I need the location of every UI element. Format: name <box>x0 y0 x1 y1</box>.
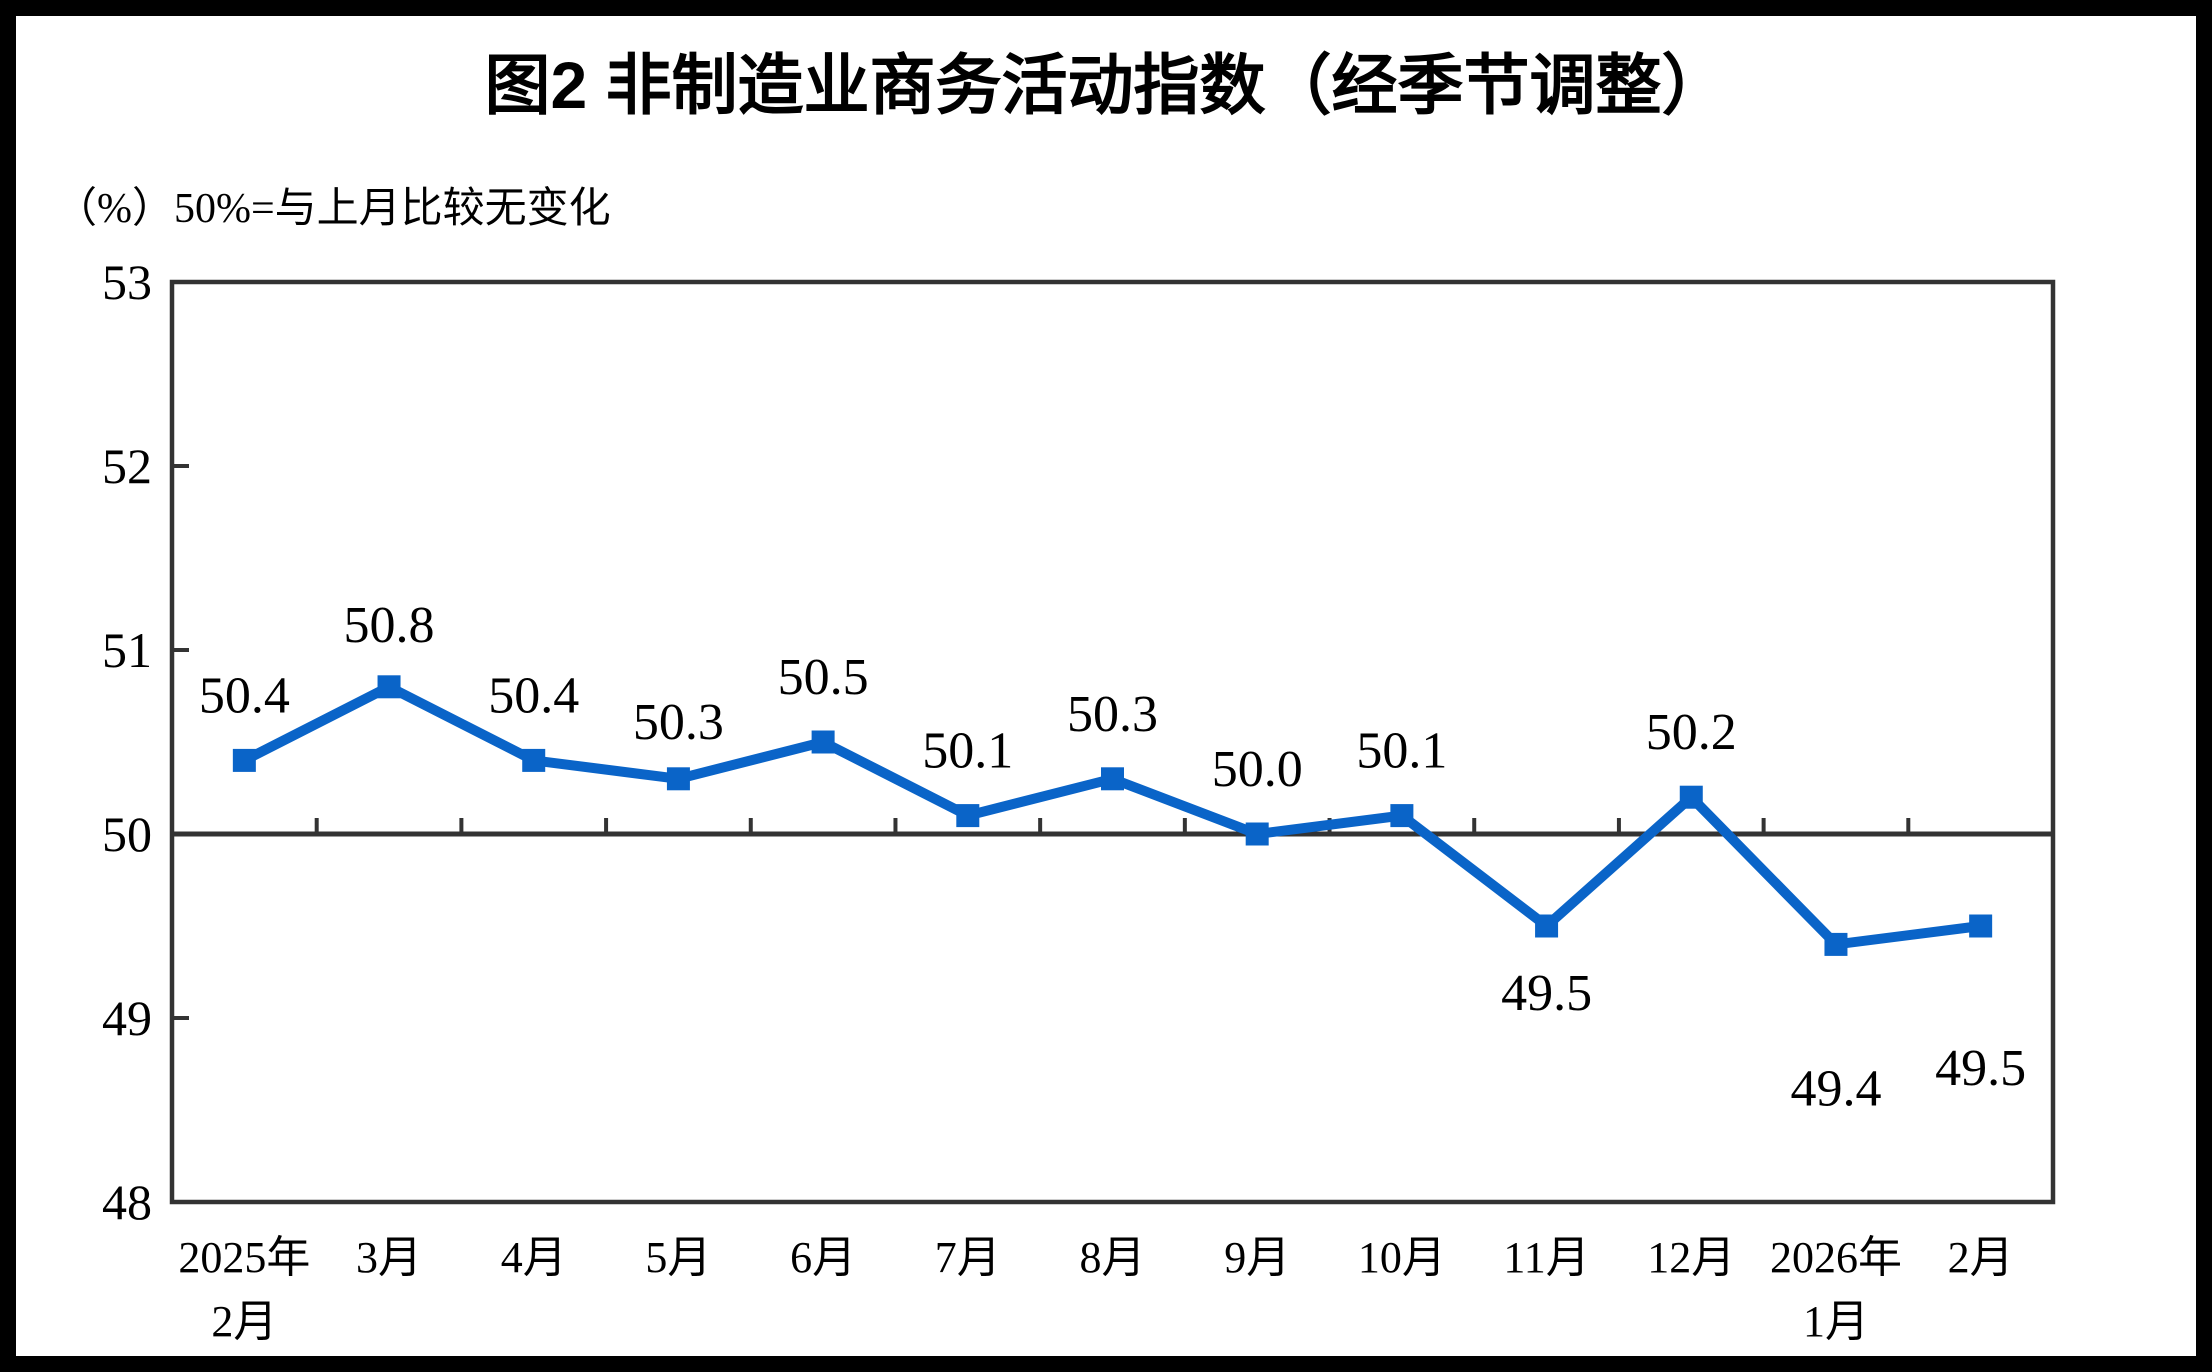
data-point-marker <box>1245 822 1269 846</box>
data-point-marker <box>232 748 256 772</box>
data-point-marker <box>522 748 546 772</box>
data-point-label: 50.8 <box>344 597 435 654</box>
data-point-label: 50.4 <box>199 667 290 724</box>
x-tick-label: 2月 <box>211 1297 277 1346</box>
data-point-label: 50.3 <box>1067 686 1158 743</box>
y-tick-label: 48 <box>102 1174 152 1230</box>
data-point-label: 50.0 <box>1212 741 1303 798</box>
data-point-marker <box>377 675 401 699</box>
data-point-label: 50.5 <box>778 649 869 706</box>
x-tick-label: 9月 <box>1224 1233 1290 1282</box>
x-tick-label: 1月 <box>1803 1297 1869 1346</box>
data-point-label: 50.4 <box>488 667 579 724</box>
data-point-marker <box>811 730 835 754</box>
x-tick-label: 10月 <box>1358 1233 1446 1282</box>
y-tick-label: 52 <box>102 438 152 494</box>
data-point-marker <box>1679 785 1703 809</box>
data-point-label: 50.2 <box>1646 704 1737 761</box>
data-point-marker <box>1535 914 1559 938</box>
y-tick-label: 51 <box>102 622 152 678</box>
x-tick-label: 6月 <box>790 1233 856 1282</box>
data-point-marker <box>1824 932 1848 956</box>
data-point-label: 50.1 <box>922 723 1013 780</box>
x-tick-label: 11月 <box>1503 1233 1589 1282</box>
y-tick-label: 50 <box>102 806 152 862</box>
chart-title: 图2 非制造业商务活动指数（经季节调整） <box>484 48 1727 122</box>
data-point-label: 49.5 <box>1501 965 1592 1022</box>
x-tick-label: 2026年 <box>1770 1233 1902 1282</box>
x-tick-label: 2月 <box>1948 1233 2014 1282</box>
plot-border <box>169 279 2056 1205</box>
y-tick-label: 49 <box>102 990 152 1046</box>
x-tick-label: 12月 <box>1647 1233 1735 1282</box>
data-point-marker <box>1390 804 1414 828</box>
x-tick-label: 2025年 <box>178 1233 310 1282</box>
data-point-label: 50.3 <box>633 694 724 751</box>
y-tick-label: 53 <box>102 254 152 310</box>
data-point-marker <box>1101 767 1124 791</box>
data-point-marker <box>666 767 690 791</box>
chart-subtitle-unit-note: （%）50%=与上月比较无变化 <box>55 185 611 232</box>
data-point-marker <box>1969 914 1993 938</box>
data-point-label: 49.4 <box>1790 1060 1881 1117</box>
data-point-label: 49.5 <box>1935 1040 2026 1097</box>
x-tick-label: 7月 <box>935 1233 1001 1282</box>
data-point-label: 50.1 <box>1356 723 1447 780</box>
x-tick-label: 5月 <box>645 1233 711 1282</box>
x-tick-label: 4月 <box>501 1233 567 1282</box>
data-point-marker <box>956 804 980 828</box>
x-tick-label: 8月 <box>1080 1233 1146 1282</box>
x-tick-label: 3月 <box>356 1233 422 1282</box>
